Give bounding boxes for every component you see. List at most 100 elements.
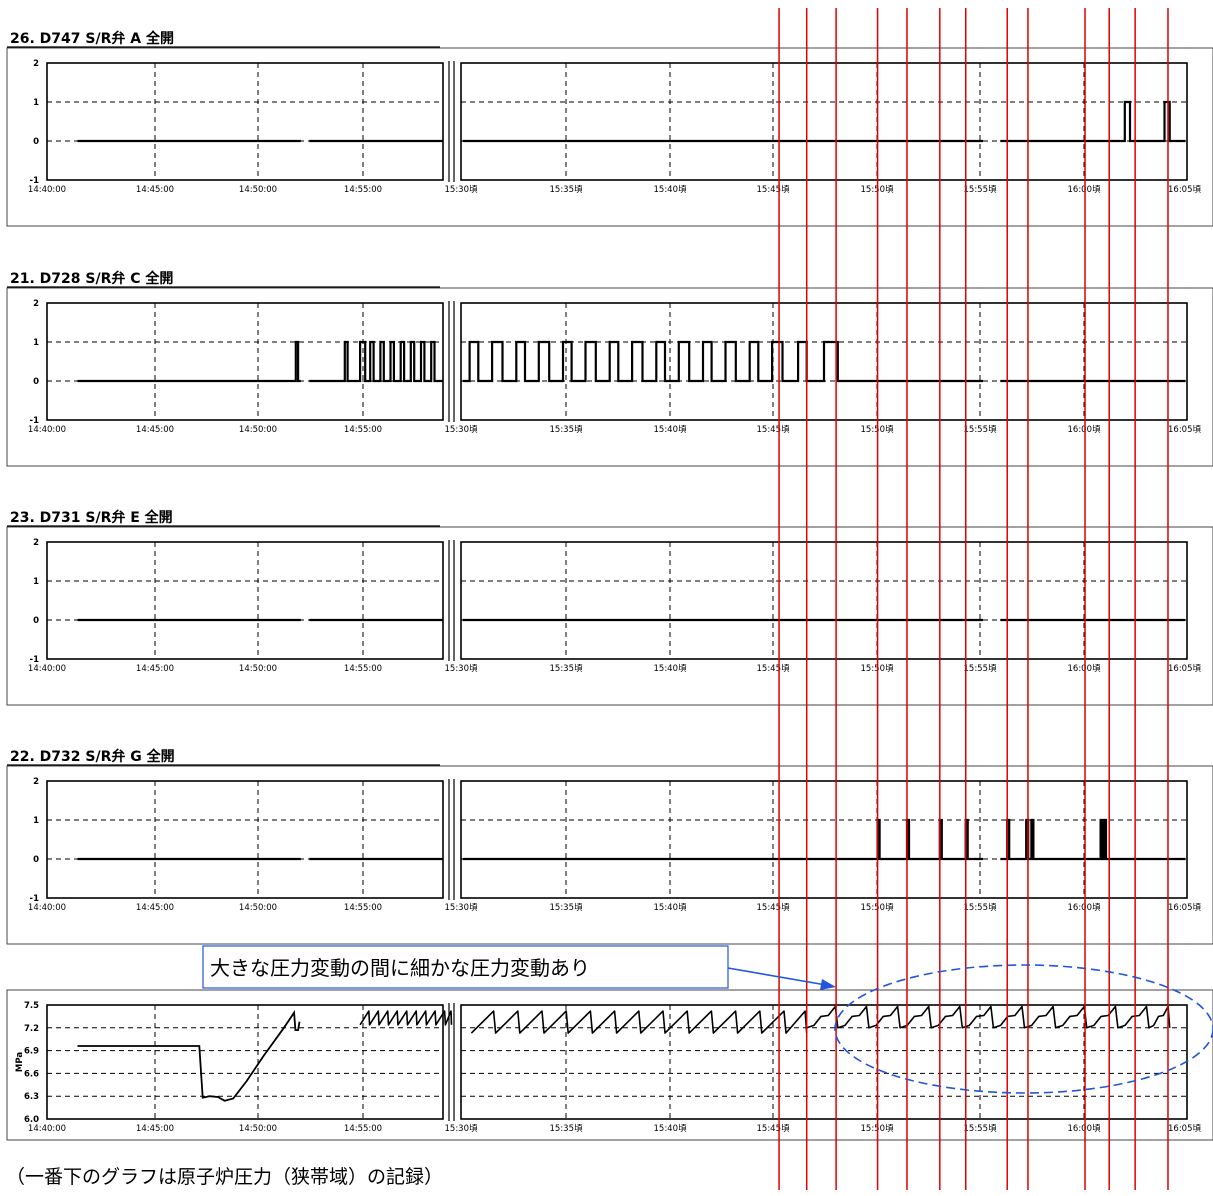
x-tick-label: 15:35頃 — [550, 903, 583, 913]
pressure-trace — [77, 1009, 301, 1102]
y-tick-label: 2 — [33, 538, 39, 548]
x-tick-label: 14:50:00 — [239, 425, 277, 435]
caption: （一番下のグラフは原子炉圧力（狭帯域）の記録） — [6, 1166, 443, 1188]
annotation-arrowhead — [820, 979, 836, 990]
panel-frame — [6, 526, 1213, 706]
x-tick-label: 14:40:00 — [28, 1124, 66, 1134]
annotation-ellipse — [834, 964, 1213, 1094]
x-tick-label: 15:45頃 — [757, 664, 790, 674]
x-tick-label: 15:35頃 — [550, 185, 583, 195]
valve-trace — [77, 340, 301, 383]
x-tick-label: 16:00頃 — [1068, 903, 1101, 913]
plot-box-right — [460, 780, 1188, 899]
y-tick-label: 1 — [33, 98, 39, 108]
y-tick-label: 7.5 — [24, 1001, 39, 1011]
chart-panel-1: 26. D747 S/R弁 A 全開 2 1 0 -114:40:00 14:45:00 1… — [6, 30, 1213, 227]
x-tick-label: 16:05頃 — [1168, 185, 1201, 195]
y-tick-label: 2 — [33, 59, 39, 69]
y-tick-label: 6.9 — [24, 1047, 39, 1057]
annotation-arrow — [727, 967, 827, 986]
x-tick-label: 14:40:00 — [28, 425, 66, 435]
x-tick-label: 15:30頃 — [445, 185, 478, 195]
x-tick-label: 16:00頃 — [1068, 425, 1101, 435]
y-tick-label: 6.6 — [24, 1069, 39, 1079]
y-tick-label: -1 — [30, 176, 40, 186]
x-tick-label: 16:05頃 — [1168, 425, 1201, 435]
y-tick-label: 0 — [33, 855, 39, 865]
plot-box-left — [46, 541, 444, 660]
x-tick-label: 15:40頃 — [654, 1124, 687, 1134]
x-tick-label: 15:35頃 — [550, 1124, 583, 1134]
x-tick-label: 15:30頃 — [445, 425, 478, 435]
x-tick-label: 15:55頃 — [964, 903, 997, 913]
valve-trace — [462, 340, 983, 383]
y-tick-label: 1 — [33, 338, 39, 348]
x-tick-label: 15:55頃 — [964, 1124, 997, 1134]
x-tick-label: 15:45頃 — [757, 1124, 790, 1134]
x-tick-label: 14:50:00 — [239, 1124, 277, 1134]
y-tick-label: 2 — [33, 777, 39, 787]
y-tick-label: 6.3 — [24, 1092, 39, 1102]
plot-box-left — [46, 302, 444, 421]
x-tick-label: 16:00頃 — [1068, 1124, 1101, 1134]
x-tick-label: 16:05頃 — [1168, 1124, 1201, 1134]
panel-frame — [6, 765, 1213, 945]
valve-trace — [309, 340, 443, 383]
x-tick-label: 15:40頃 — [654, 425, 687, 435]
x-tick-label: 15:55頃 — [964, 185, 997, 195]
x-tick-label: 15:40頃 — [654, 903, 687, 913]
chart-title: 26. D747 S/R弁 A 全開 — [10, 30, 174, 47]
plot-box-left — [46, 62, 444, 181]
x-tick-label: 15:35頃 — [550, 664, 583, 674]
x-tick-label: 14:55:00 — [344, 185, 382, 195]
x-tick-label: 15:55頃 — [964, 664, 997, 674]
y-tick-label: 0 — [33, 616, 39, 626]
x-tick-label: 15:30頃 — [445, 903, 478, 913]
y-tick-label: 2 — [33, 299, 39, 309]
y-tick-label: -1 — [30, 655, 40, 665]
plot-box-right — [460, 541, 1188, 660]
red-reference-lines — [778, 8, 1169, 1190]
x-tick-label: 14:50:00 — [239, 185, 277, 195]
pressure-sawtooth — [806, 1005, 1171, 1029]
x-tick-label: 14:55:00 — [344, 425, 382, 435]
valve-trace — [462, 818, 983, 861]
x-tick-label: 15:40頃 — [654, 185, 687, 195]
x-tick-label: 15:45頃 — [757, 425, 790, 435]
chart-panel-2: 21. D728 S/R弁 C 全開 2 1 0 -114:40:00 14:45:00 1… — [6, 270, 1213, 467]
y-tick-label: 7.2 — [24, 1024, 39, 1034]
x-tick-label: 14:55:00 — [344, 664, 382, 674]
plot-box-right — [460, 62, 1188, 181]
y-tick-label: 1 — [33, 816, 39, 826]
y-tick-label: 0 — [33, 377, 39, 387]
x-tick-label: 15:45頃 — [757, 903, 790, 913]
x-tick-label: 14:50:00 — [239, 903, 277, 913]
chart-title: 23. D731 S/R弁 E 全開 — [10, 509, 173, 526]
pressure-sawtooth — [470, 1010, 808, 1034]
plot-box-left — [46, 780, 444, 899]
x-tick-label: 16:00頃 — [1068, 664, 1101, 674]
x-tick-label: 14:40:00 — [28, 185, 66, 195]
chart-panel-4: 22. D732 S/R弁 G 全開 2 1 0 -114:40:00 14:45:00 1… — [6, 748, 1213, 945]
annotation-group: 大きな圧力変動の間に細かな圧力変動あり — [202, 945, 1213, 1094]
plot-box-right — [460, 1004, 1188, 1120]
x-tick-label: 14:45:00 — [136, 185, 174, 195]
panel-frame — [6, 287, 1213, 467]
x-tick-label: 15:55頃 — [964, 425, 997, 435]
x-tick-label: 15:30頃 — [445, 1124, 478, 1134]
x-tick-label: 16:05頃 — [1168, 903, 1201, 913]
y-tick-label: -1 — [30, 416, 40, 426]
chart-title: 21. D728 S/R弁 C 全開 — [10, 270, 173, 287]
pressure-sawtooth — [359, 1010, 453, 1026]
x-tick-label: 16:05頃 — [1168, 664, 1201, 674]
x-tick-label: 14:45:00 — [136, 1124, 174, 1134]
x-tick-label: 14:45:00 — [136, 425, 174, 435]
x-tick-label: 14:45:00 — [136, 903, 174, 913]
x-tick-label: 15:45頃 — [757, 185, 790, 195]
x-tick-label: 14:55:00 — [344, 903, 382, 913]
annotation-text: 大きな圧力変動の間に細かな圧力変動あり — [210, 956, 590, 980]
x-tick-label: 15:40頃 — [654, 664, 687, 674]
x-tick-label: 14:40:00 — [28, 903, 66, 913]
panel-frame — [6, 989, 1213, 1141]
